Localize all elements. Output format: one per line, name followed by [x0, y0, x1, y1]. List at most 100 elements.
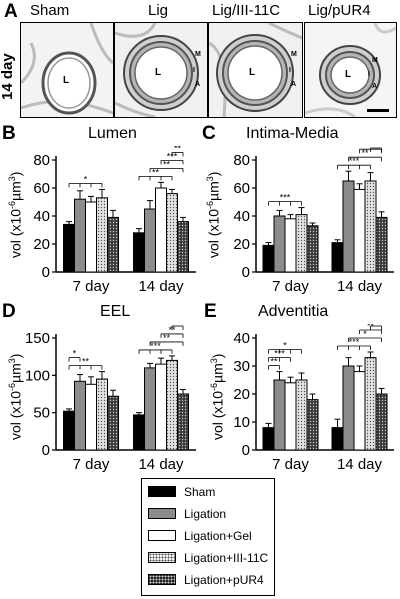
image-title-lig: Lig	[148, 2, 169, 19]
bar-ligation-gel-7-day	[85, 201, 97, 273]
bar-ligation-iii-11c-14-day	[166, 359, 178, 451]
y-axis-label-b: vol (x10-6µm3)	[7, 171, 24, 258]
significance-label: ***	[349, 156, 360, 166]
row-label-14-day: 14 day	[0, 53, 16, 100]
significance-label: *	[84, 174, 88, 184]
significance-bracket	[160, 333, 184, 338]
x-tick-label-14-day: 14 day	[337, 456, 383, 473]
legend-swatch-ligation	[148, 508, 176, 519]
y-tick-label: 60	[33, 180, 50, 197]
significance-bracket	[348, 156, 382, 162]
significance-label: *	[73, 349, 77, 359]
layer-label-i-lig-pur4: I	[368, 71, 370, 78]
histology-image-sham: L	[20, 22, 114, 118]
significance-bracket	[171, 152, 184, 157]
bar-ligation-pur4-7-day	[306, 225, 319, 273]
bar-ligation-pur4-7-day	[306, 399, 319, 451]
significance-label: **	[152, 167, 160, 177]
significance-label: **	[82, 357, 90, 367]
significance-bracket	[149, 341, 184, 346]
significance-bracket	[268, 365, 280, 370]
significance-label: **	[361, 148, 369, 158]
y-tick-label: 30	[233, 358, 250, 375]
layer-label-i-lig: I	[193, 67, 195, 74]
legend-swatch-ligation-gel	[148, 530, 176, 541]
chart-title-lumen: Lumen	[88, 125, 137, 142]
y-tick-label: 0	[242, 442, 250, 459]
significance-label: **	[174, 324, 182, 327]
significance-bracket	[68, 365, 103, 370]
y-tick-label: 0	[42, 442, 50, 459]
significance-bracket	[268, 357, 291, 362]
chart-title-eel: EEL	[100, 303, 131, 320]
bar-ligation-iii-11c-7-day	[96, 378, 108, 451]
bar-ligation-gel-14-day	[155, 187, 167, 273]
lumen-label-lig-pur4: L	[345, 69, 352, 80]
lumen-label-sham: L	[63, 75, 70, 86]
image-title-sham: Sham	[30, 2, 70, 19]
bar-ligation-7-day	[273, 215, 286, 273]
significance-label: ***	[280, 193, 291, 203]
significance-label: **	[270, 357, 278, 367]
bar-ligation-gel-14-day	[353, 188, 366, 273]
significance-label: *	[283, 341, 287, 351]
bar-ligation-pur4-7-day	[107, 216, 119, 273]
layer-label-a-lig: A	[195, 81, 201, 88]
y-tick-label: 80	[33, 152, 50, 169]
bar-ligation-7-day	[74, 380, 86, 451]
bar-ligation-gel-7-day	[284, 218, 297, 273]
image-title-lig-iii11c: Lig/III-11C	[212, 2, 281, 19]
significance-label: **	[174, 146, 182, 153]
bar-ligation-iii-11c-7-day	[295, 379, 308, 451]
legend-swatch-sham	[148, 486, 176, 497]
bar-ligation-14-day	[144, 208, 156, 273]
chart-title-adventitia: Adventitia	[258, 303, 329, 320]
legend-label-ligation-pur4: Ligation+pUR4	[184, 573, 264, 587]
bar-sham-7-day	[262, 244, 275, 273]
bar-ligation-gel-7-day	[85, 383, 97, 451]
y-axis-label-d: vol (x10-6µm3)	[7, 353, 24, 440]
significance-bracket	[171, 325, 184, 330]
bar-ligation-iii-11c-14-day	[364, 180, 377, 273]
panel-label-b: B	[2, 123, 16, 144]
image-title-lig-pur4: Lig/pUR4	[308, 2, 371, 19]
bar-ligation-pur4-14-day	[177, 221, 189, 273]
significance-bracket	[149, 167, 184, 173]
layer-label-a-lig-pur4: A	[372, 83, 378, 90]
significance-bracket	[337, 345, 371, 350]
vessel-drawing-lig-pur4	[305, 23, 396, 117]
significance-label: **	[163, 333, 171, 343]
bar-sham-14-day	[331, 427, 344, 451]
significance-bracket	[370, 147, 382, 152]
significance-bracket	[268, 349, 302, 354]
y-tick-label: 150	[25, 330, 50, 347]
layer-label-m-lig-pur4: M	[372, 57, 378, 64]
vessel-drawing-sham	[21, 23, 113, 117]
panel-label-d: D	[2, 301, 16, 322]
y-tick-label: 40	[233, 330, 250, 347]
significance-label: *	[363, 329, 367, 339]
significance-bracket	[348, 337, 382, 342]
layer-label-m-lig-iii11c: M	[291, 51, 297, 58]
significance-bracket	[68, 183, 103, 188]
x-tick-label-7-day: 7 day	[73, 456, 110, 473]
y-tick-label: 10	[233, 414, 250, 431]
significance-label: ***	[274, 349, 285, 359]
layer-label-a-lig-iii11c: A	[291, 81, 297, 88]
bar-ligation-iii-11c-14-day	[364, 357, 377, 451]
x-tick-label-14-day: 14 day	[138, 278, 184, 295]
histology-image-lig: L M I A	[114, 22, 208, 118]
bar-ligation-14-day	[342, 180, 355, 273]
legend-swatch-ligation-iii11c	[148, 552, 176, 563]
y-tick-label: 40	[33, 208, 50, 225]
bar-ligation-gel-7-day	[284, 382, 297, 451]
lumen-label-lig: L	[155, 67, 162, 78]
panel-label-e: E	[204, 301, 217, 322]
legend-swatch-ligation-pur4	[148, 574, 176, 585]
y-tick-label: 20	[33, 236, 50, 253]
significance-bracket	[337, 164, 371, 170]
x-tick-label-7-day: 7 day	[272, 278, 309, 295]
bar-sham-14-day	[133, 414, 145, 451]
panel-label-c: C	[202, 123, 216, 144]
